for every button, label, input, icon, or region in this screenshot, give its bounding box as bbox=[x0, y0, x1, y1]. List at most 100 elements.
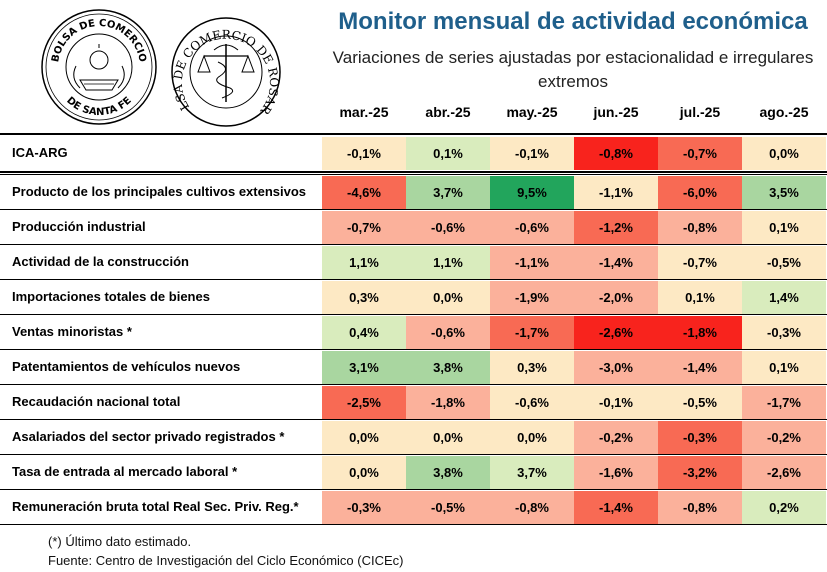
value-cell: 1,1% bbox=[322, 246, 406, 279]
row-divider bbox=[0, 454, 827, 455]
value-cell: 1,1% bbox=[406, 246, 490, 279]
value-cell: -0,5% bbox=[406, 491, 490, 524]
month-header: may.-25 bbox=[506, 104, 558, 120]
value-cell: 0,0% bbox=[406, 281, 490, 314]
footnote: (*) Último dato estimado. bbox=[48, 534, 192, 549]
value-cell: -2,6% bbox=[742, 456, 826, 489]
value-cell: -0,3% bbox=[322, 491, 406, 524]
value-cell: -0,5% bbox=[742, 246, 826, 279]
value-cell: 3,8% bbox=[406, 456, 490, 489]
value-cell: -0,1% bbox=[490, 137, 574, 170]
value-cell: -3,0% bbox=[574, 351, 658, 384]
value-cell: -6,0% bbox=[658, 176, 742, 209]
value-cell: -1,6% bbox=[574, 456, 658, 489]
value-cell: 0,0% bbox=[406, 421, 490, 454]
page-subtitle: Variaciones de series ajustadas por esta… bbox=[332, 48, 814, 91]
value-cell: 0,0% bbox=[322, 456, 406, 489]
month-header: jul.-25 bbox=[679, 104, 721, 120]
value-cell: 0,3% bbox=[490, 351, 574, 384]
row-divider bbox=[0, 384, 827, 385]
row-label: Tasa de entrada al mercado laboral * bbox=[12, 464, 238, 479]
value-cell: -1,1% bbox=[490, 246, 574, 279]
row-divider bbox=[0, 314, 827, 315]
value-cell: -1,9% bbox=[490, 281, 574, 314]
row-divider bbox=[0, 419, 827, 420]
value-cell: -1,8% bbox=[406, 386, 490, 419]
value-cell: -0,6% bbox=[490, 386, 574, 419]
source-note: Fuente: Centro de Investigación del Cicl… bbox=[48, 553, 404, 568]
row-divider bbox=[0, 349, 827, 350]
value-cell: -1,4% bbox=[658, 351, 742, 384]
value-cell: -2,0% bbox=[574, 281, 658, 314]
value-cell: -0,6% bbox=[490, 211, 574, 244]
value-cell: -0,8% bbox=[658, 491, 742, 524]
row-divider bbox=[0, 209, 827, 210]
value-cell: -0,3% bbox=[742, 316, 826, 349]
value-cell: -3,2% bbox=[658, 456, 742, 489]
row-label: Producción industrial bbox=[12, 219, 146, 234]
value-cell: -0,8% bbox=[490, 491, 574, 524]
value-cell: 3,1% bbox=[322, 351, 406, 384]
value-cell: 1,4% bbox=[742, 281, 826, 314]
row-label: Actividad de la construcción bbox=[12, 254, 189, 269]
row-label: Producto de los principales cultivos ext… bbox=[12, 184, 307, 199]
value-cell: -1,4% bbox=[574, 491, 658, 524]
value-cell: -1,2% bbox=[574, 211, 658, 244]
value-cell: 0,2% bbox=[742, 491, 826, 524]
value-cell: 0,4% bbox=[322, 316, 406, 349]
value-cell: -0,7% bbox=[658, 246, 742, 279]
value-cell: -0,8% bbox=[574, 137, 658, 170]
value-cell: -0,3% bbox=[658, 421, 742, 454]
value-cell: 0,1% bbox=[658, 281, 742, 314]
value-cell: -1,4% bbox=[574, 246, 658, 279]
row-divider bbox=[0, 524, 827, 525]
bolsa-rosario-logo: BOLSA DE COMERCIO DE ROSARIO bbox=[170, 16, 281, 127]
value-cell: -0,6% bbox=[406, 316, 490, 349]
row-label: Ventas minoristas * bbox=[12, 324, 132, 339]
row-label: Importaciones totales de bienes bbox=[12, 289, 210, 304]
value-cell: -0,7% bbox=[322, 211, 406, 244]
row-label: Asalariados del sector privado registrad… bbox=[12, 429, 285, 444]
value-cell: -0,5% bbox=[658, 386, 742, 419]
month-header: jun.-25 bbox=[593, 104, 639, 120]
value-cell: -4,6% bbox=[322, 176, 406, 209]
value-cell: -0,2% bbox=[742, 421, 826, 454]
value-cell: -2,6% bbox=[574, 316, 658, 349]
row-divider bbox=[0, 174, 827, 175]
row-label: Recaudación nacional total bbox=[12, 394, 181, 409]
value-cell: -0,2% bbox=[574, 421, 658, 454]
value-cell: 0,1% bbox=[742, 351, 826, 384]
row-divider bbox=[0, 279, 827, 280]
value-cell: -0,6% bbox=[406, 211, 490, 244]
value-cell: 0,0% bbox=[490, 421, 574, 454]
value-cell: -1,7% bbox=[742, 386, 826, 419]
value-cell: -1,1% bbox=[574, 176, 658, 209]
value-cell: 0,1% bbox=[406, 137, 490, 170]
value-cell: 3,7% bbox=[406, 176, 490, 209]
value-cell: 0,0% bbox=[322, 421, 406, 454]
value-cell: 3,7% bbox=[490, 456, 574, 489]
row-label: Remuneración bruta total Real Sec. Priv.… bbox=[12, 499, 299, 514]
value-cell: -1,7% bbox=[490, 316, 574, 349]
row-label: ICA-ARG bbox=[12, 145, 68, 160]
value-cell: 0,3% bbox=[322, 281, 406, 314]
value-cell: 3,5% bbox=[742, 176, 826, 209]
value-cell: -0,8% bbox=[658, 211, 742, 244]
value-cell: 0,0% bbox=[742, 137, 826, 170]
value-cell: -0,1% bbox=[322, 137, 406, 170]
row-divider bbox=[0, 133, 827, 135]
value-cell: 0,1% bbox=[742, 211, 826, 244]
page-title: Monitor mensual de actividad económica bbox=[338, 8, 808, 35]
month-header: ago.-25 bbox=[759, 104, 809, 120]
value-cell: -0,1% bbox=[574, 386, 658, 419]
bolsa-santa-fe-logo: BOLSA DE COMERCIO DE SANTA FE bbox=[41, 9, 157, 125]
month-header: mar.-25 bbox=[339, 104, 389, 120]
value-cell: -1,8% bbox=[658, 316, 742, 349]
row-divider bbox=[0, 489, 827, 490]
value-cell: -0,7% bbox=[658, 137, 742, 170]
value-cell: -2,5% bbox=[322, 386, 406, 419]
row-label: Patentamientos de vehículos nuevos bbox=[12, 359, 241, 374]
row-divider bbox=[0, 171, 827, 173]
row-divider bbox=[0, 244, 827, 245]
value-cell: 9,5% bbox=[490, 176, 574, 209]
